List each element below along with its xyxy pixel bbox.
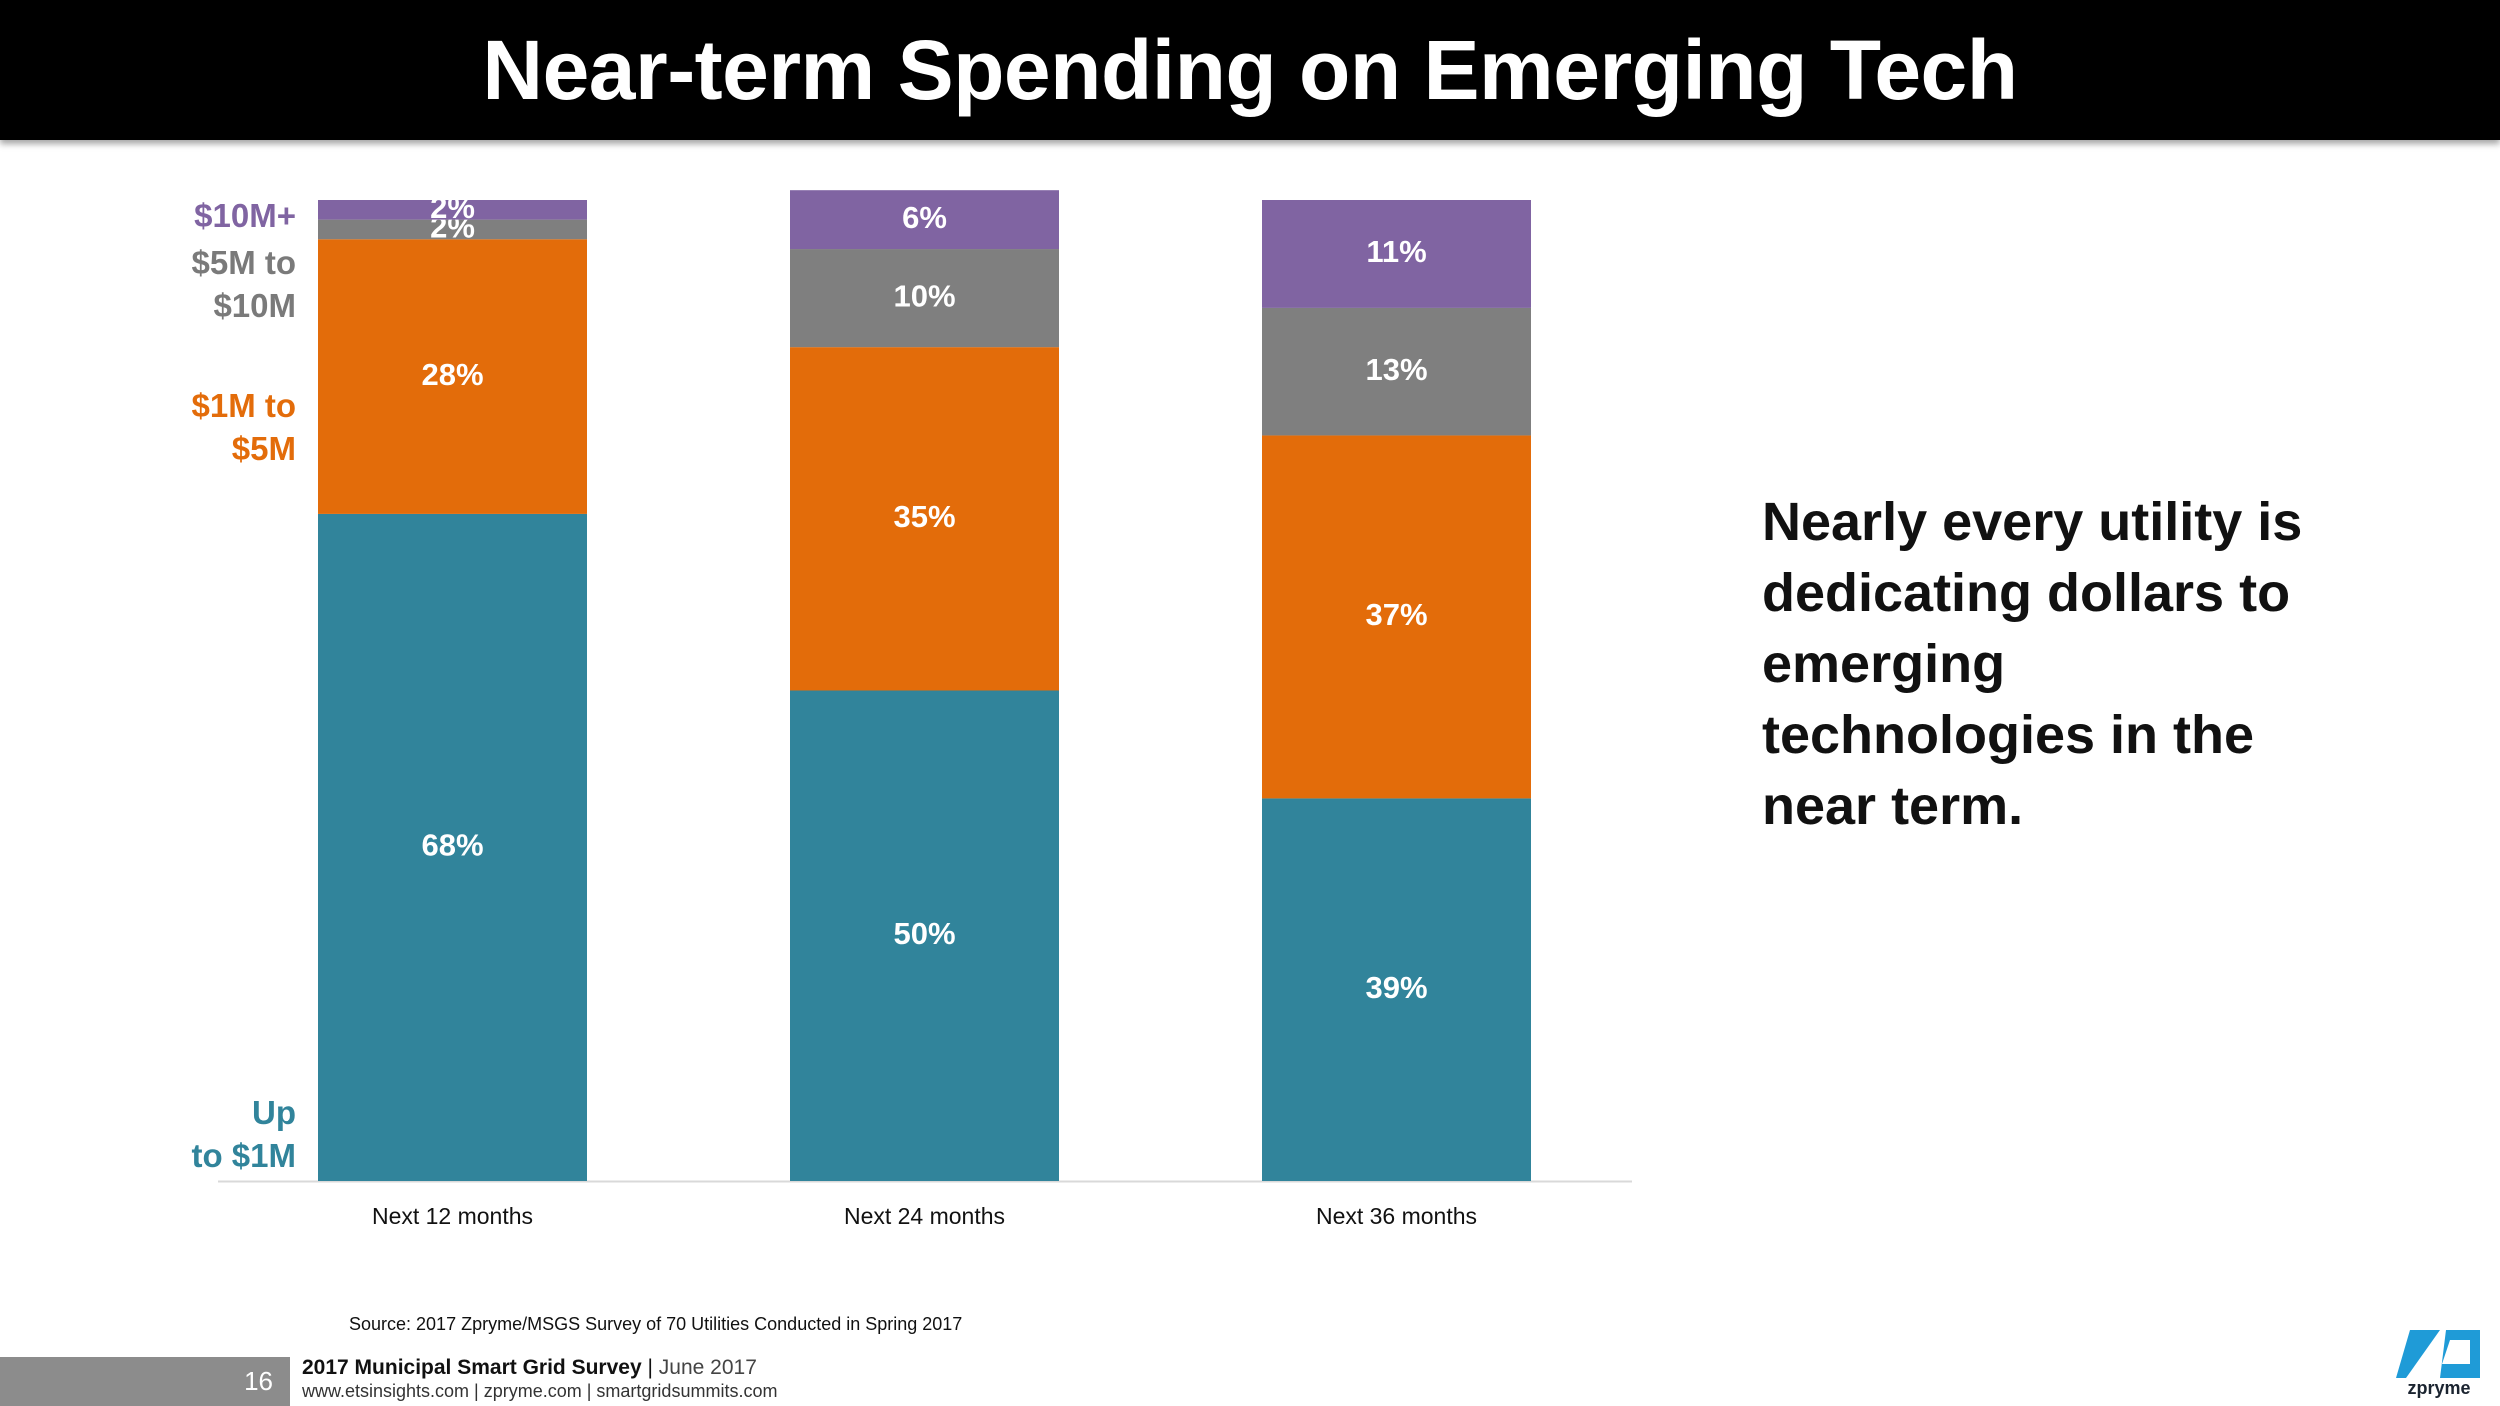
data-label: 39% — [1365, 970, 1427, 1005]
bar-segment-1-1 — [318, 513, 587, 1181]
legend-label: $1M to $5M — [191, 384, 296, 470]
legend-label-line: Up — [252, 1094, 296, 1131]
data-label: 28% — [421, 357, 483, 392]
footer-survey-line: 2017 Municipal Smart Grid Survey | June … — [302, 1356, 757, 1380]
bar-segment-3-2 — [790, 249, 1059, 348]
footer-survey-name: 2017 Municipal Smart Grid Survey — [302, 1356, 642, 1379]
data-label: 13% — [1365, 352, 1427, 387]
data-label: 50% — [893, 916, 955, 951]
data-label: 10% — [893, 278, 955, 313]
footer-separator: | — [647, 1356, 653, 1379]
legend-label-line: to $1M — [191, 1137, 296, 1174]
callout-text: Nearly every utility is dedicating dolla… — [1762, 492, 2303, 836]
bar-segment-1-3 — [1262, 798, 1531, 1181]
legend-label-line: $1M to — [191, 386, 296, 424]
title-bar: Near-term Spending on Emerging Tech — [0, 0, 2500, 140]
legend-label: $10M+ — [194, 194, 296, 237]
footer-links[interactable]: www.etsinsights.com | zpryme.com | smart… — [302, 1381, 778, 1401]
x-tick-label: Next 24 months — [844, 1203, 1005, 1229]
legend-label-line: $5M to — [191, 244, 296, 282]
data-label: 11% — [1366, 234, 1426, 269]
legend-label: $5M to $10M — [191, 241, 296, 327]
bar-segment-2-1 — [318, 239, 587, 514]
data-label: 68% — [421, 828, 483, 863]
data-label: 35% — [893, 499, 955, 534]
data-label: 2% — [430, 190, 475, 225]
bar-segment-4-3 — [1262, 200, 1531, 308]
data-label: 6% — [902, 200, 947, 235]
bar-segment-4-1 — [318, 200, 587, 220]
bar-segment-2-3 — [1262, 435, 1531, 799]
stacked-bar-chart: 68%28%2%2%Next 12 months50%35%10%6%Next … — [218, 190, 1632, 1229]
logo-wordmark: zpryme — [2407, 1378, 2471, 1398]
legend-label-line: $10M — [213, 287, 296, 325]
page-title: Near-term Spending on Emerging Tech — [482, 22, 2018, 117]
x-tick-label: Next 36 months — [1316, 1203, 1477, 1229]
x-tick-label: Next 12 months — [372, 1203, 533, 1229]
source-note: Source: 2017 Zpryme/MSGS Survey of 70 Ut… — [349, 1314, 963, 1334]
bar-segment-4-2 — [790, 190, 1059, 250]
legend-label-line: $5M — [231, 429, 296, 467]
bar-segment-2-2 — [790, 347, 1059, 691]
zpryme-logo-icon — [2396, 1330, 2480, 1378]
bar-segment-1-2 — [790, 690, 1059, 1181]
data-label: 37% — [1365, 597, 1427, 632]
footer-date: June 2017 — [658, 1356, 757, 1379]
page-number: 16 — [0, 1357, 290, 1406]
legend-label: Up to $1M — [191, 1091, 296, 1177]
bar-segment-3-3 — [1262, 307, 1531, 436]
bar-segment-3-1 — [318, 219, 587, 240]
legend-label-line: $10M+ — [194, 197, 296, 234]
